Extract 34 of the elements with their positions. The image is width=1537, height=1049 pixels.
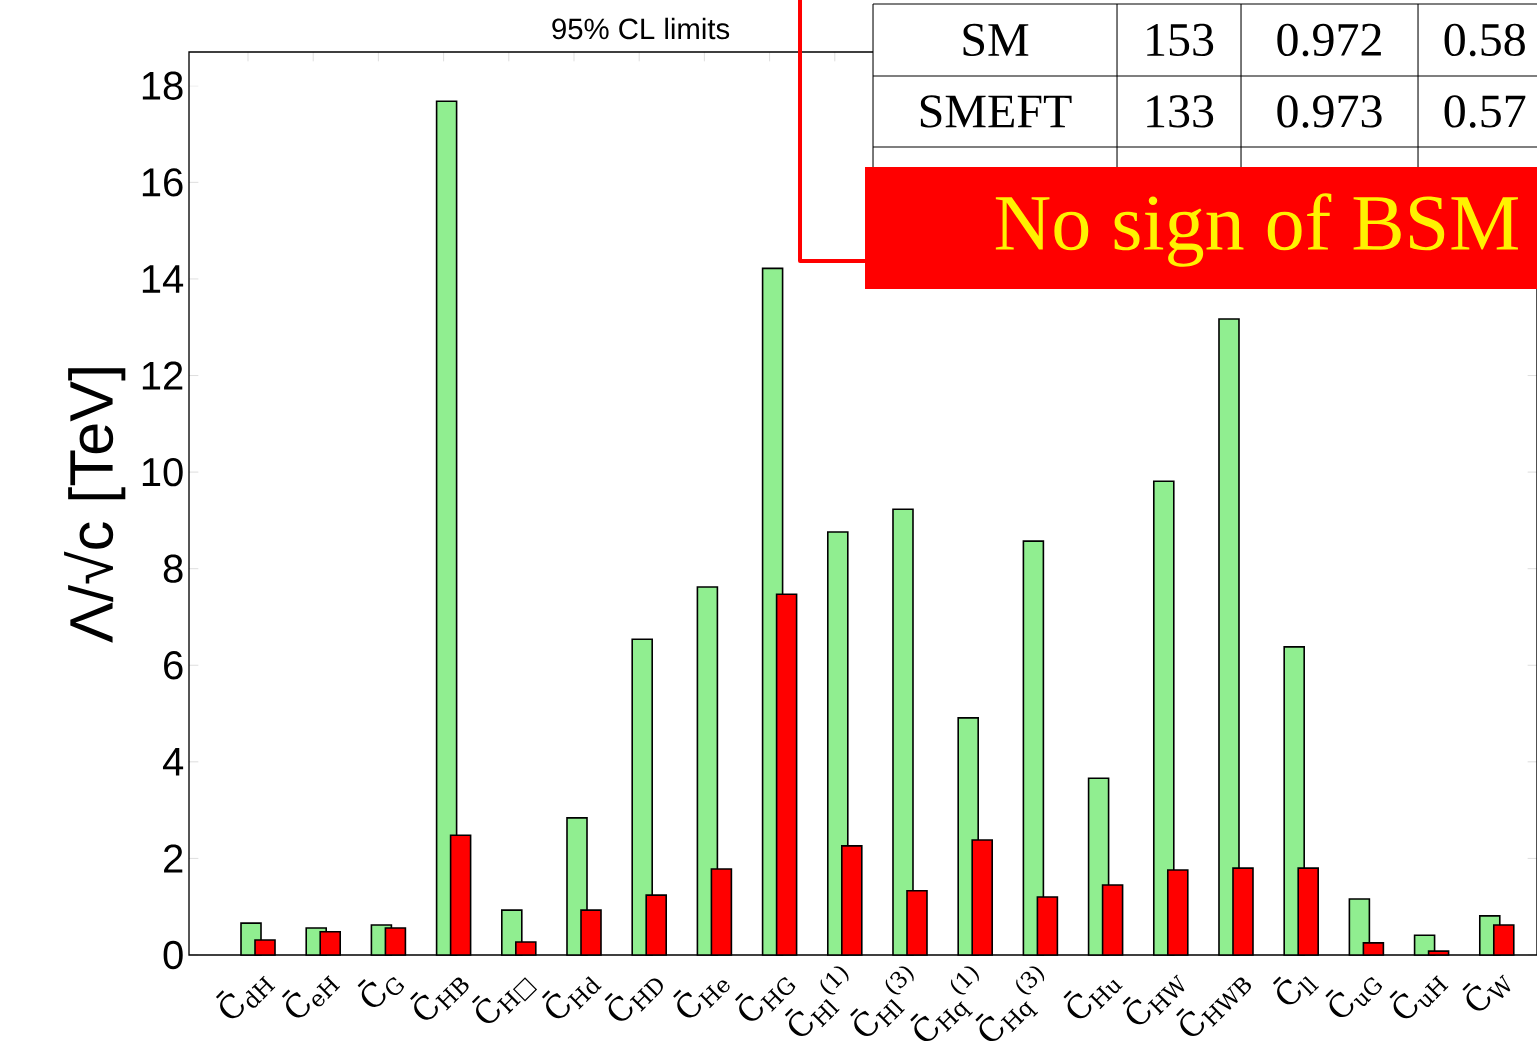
annotation: 133	[1147, 95, 1214, 128]
annotation: 0.57	[1444, 95, 1526, 128]
chart-title: 95% CL limits	[552, 17, 730, 40]
x-tick-label: C̄$_{HB}$	[410, 977, 469, 1020]
y-tick-label: 16	[142, 168, 183, 197]
x-tick-label: C̄$_{Hu}$	[1063, 979, 1123, 1019]
y-tick-label: 10	[142, 457, 183, 487]
x-tick-label: C̄$_{G}$	[357, 976, 405, 1007]
y-tick-label: 4	[162, 748, 184, 776]
y-tick-label: 14	[142, 265, 184, 293]
x-tick-label: C̄$_{HD}$	[604, 978, 663, 1021]
y-tick-label: 6	[164, 651, 183, 680]
y-tick-label: 0	[163, 940, 183, 970]
annotation: No sign of BSM	[995, 193, 1518, 267]
x-tick-label: C̄$_{He}$	[673, 980, 730, 1018]
x-tick-label: C̄$_{H□}$	[471, 977, 538, 1024]
annotation: SMEFT	[920, 95, 1072, 128]
y-tick-label: 2	[164, 844, 183, 873]
x-tick-label: C̄$_{eH}$	[281, 975, 341, 1018]
x-tick-label: C̄$_{W}$	[1462, 974, 1511, 1011]
x-tick-label: C̄$_{Hd}$	[541, 976, 602, 1019]
y-tick-label: 8	[163, 554, 183, 583]
y-axis-title: Λ/√c [TeV]	[64, 368, 126, 643]
x-tick-label: C̄$_{ll}$	[1272, 976, 1319, 1005]
annotation: 0.58	[1444, 23, 1525, 57]
y-tick-label: 18	[142, 71, 183, 100]
x-tick-label: C̄$_{uH}$	[1389, 975, 1449, 1019]
annotation: 153	[1147, 23, 1214, 57]
annotation: 0.972	[1277, 23, 1381, 57]
y-tick-label: 12	[142, 361, 183, 390]
annotation: SM	[963, 23, 1029, 57]
annotation: 0.973	[1277, 95, 1382, 128]
x-tick-label: C̄$_{uG}$	[1325, 976, 1383, 1018]
x-tick-label: C̄$_{dH}$	[215, 975, 276, 1019]
